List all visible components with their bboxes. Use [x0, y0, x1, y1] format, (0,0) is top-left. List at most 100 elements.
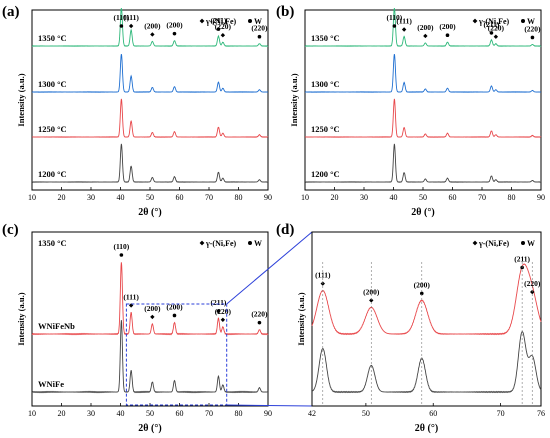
peak-label-c-2: (200) [144, 304, 161, 313]
peak-marker-w-c-4 [216, 309, 221, 313]
series-label-c-1: WNiFe [38, 379, 64, 389]
plot-frame-b [304, 9, 542, 191]
legend-marker-w-c [248, 241, 252, 245]
zoom-region-box [125, 303, 228, 406]
x-tick-label-c-8: 90 [264, 409, 272, 418]
legend-marker-w-d [521, 241, 525, 245]
peak-label-a-4: (211) [211, 16, 227, 25]
peak-label-b-0: (110) [386, 13, 402, 22]
series-line-b-0 [304, 8, 542, 47]
peak-label-c-3: (200) [166, 302, 183, 311]
series-line-b-2 [304, 98, 542, 138]
y-axis-label-b: Intensity (a.u.) [289, 73, 299, 126]
legend-label-w-b: W [527, 17, 535, 26]
x-tick-label-d-4: 76 [537, 409, 545, 418]
peak-label-a-5: (220) [215, 22, 232, 31]
peak-marker-w-b-0 [392, 24, 397, 28]
series-label-a-0: 1350 °C [38, 33, 67, 43]
x-tick-label-b-6: 70 [478, 193, 486, 202]
peak-label-b-5: (220) [488, 24, 505, 33]
plot-frame-d [311, 231, 542, 407]
peak-label-d-3: (211) [514, 255, 530, 264]
x-tick-label-b-1: 20 [331, 193, 339, 202]
legend-marker-gamma-b [472, 18, 478, 24]
y-axis-label-a: Intensity (a.u.) [16, 73, 26, 126]
peak-label-a-3: (200) [166, 21, 183, 30]
peak-marker-gamma-a-2 [150, 32, 155, 37]
legend-label-gamma-a: γ-(Ni,Fe) [205, 17, 237, 26]
zoom-connector-bottom [226, 404, 313, 407]
panel-label-a: (a) [2, 4, 20, 20]
peak-marker-w-b-4 [489, 31, 494, 35]
plot-frame-a [31, 9, 269, 191]
peak-marker-gamma-b-2 [423, 33, 428, 39]
peak-marker-gamma-b-5 [493, 34, 499, 39]
y-axis-label-d: Intensity (a.u.) [296, 292, 306, 345]
peak-label-b-3: (200) [439, 22, 456, 31]
series-label-c-0: WNiFeNb [38, 321, 75, 331]
legend-label-w-d: W [527, 239, 535, 248]
peak-label-c-1: (111) [123, 292, 139, 301]
x-tick-label-d-3: 70 [497, 409, 505, 418]
peak-label-a-2: (200) [144, 21, 161, 30]
x-axis-label-c: 2θ (°) [138, 423, 161, 434]
series-label-a-3: 1200 °C [38, 169, 67, 179]
x-tick-label-b-7: 80 [508, 193, 516, 202]
x-tick-label-b-2: 30 [360, 193, 368, 202]
series-label-b-3: 1200 °C [311, 169, 340, 179]
panel-label-b: (b) [276, 4, 294, 20]
x-tick-label-a-5: 60 [176, 193, 184, 202]
x-axis-label-b: 2θ (°) [411, 207, 434, 218]
x-tick-label-a-1: 20 [58, 193, 66, 202]
x-tick-label-a-8: 90 [264, 193, 272, 202]
x-tick-label-d-0: 42 [308, 409, 316, 418]
x-tick-label-a-0: 10 [28, 193, 36, 202]
series-line-b-1 [304, 53, 542, 93]
x-tick-label-b-5: 60 [449, 193, 457, 202]
x-tick-label-c-7: 80 [235, 409, 243, 418]
peak-label-b-6: (220) [524, 24, 541, 33]
peak-label-c-4: (211) [211, 298, 227, 307]
peak-marker-w-c-6 [257, 320, 262, 325]
zoom-connector-top [226, 231, 313, 305]
x-tick-label-b-8: 90 [537, 193, 545, 202]
legend-label-w-c: W [254, 239, 262, 248]
series-line-d-0 [311, 263, 542, 336]
series-line-b-3 [304, 143, 542, 183]
series-label-b-2: 1250 °C [311, 124, 340, 134]
legend-marker-gamma-d [472, 240, 478, 246]
series-label-b-1: 1300 °C [311, 79, 340, 89]
x-tick-label-d-1: 50 [362, 409, 370, 418]
peak-marker-w-c-0 [119, 253, 124, 257]
x-tick-label-b-4: 50 [419, 193, 427, 202]
series-line-c-0 [31, 262, 269, 336]
series-line-d-1 [311, 330, 542, 394]
x-tick-label-d-2: 60 [429, 409, 437, 418]
peak-label-a-1: (111) [123, 13, 139, 22]
x-tick-label-b-0: 10 [301, 193, 309, 202]
peak-label-b-2: (200) [417, 23, 434, 32]
plot-frame-c [31, 231, 269, 407]
legend-marker-gamma-c [199, 240, 205, 246]
peak-marker-w-d-2 [419, 291, 424, 296]
series-line-c-1 [31, 320, 269, 394]
legend-marker-gamma-a [199, 18, 205, 24]
peak-marker-w-a-0 [119, 24, 124, 28]
x-axis-label-a: 2θ (°) [138, 207, 161, 218]
peak-label-c-5: (220) [215, 307, 232, 316]
x-tick-label-c-6: 70 [205, 409, 213, 418]
legend-label-gamma-c: γ-(Ni,Fe) [205, 239, 237, 248]
x-tick-label-b-3: 40 [390, 193, 398, 202]
peak-label-a-0: (110) [113, 13, 129, 22]
peak-label-c-6: (220) [251, 310, 268, 319]
panel-label-d: (d) [276, 222, 294, 238]
x-tick-label-c-3: 40 [117, 409, 125, 418]
x-tick-label-c-2: 30 [87, 409, 95, 418]
peak-marker-w-b-3 [445, 33, 450, 37]
peak-marker-w-b-6 [530, 35, 535, 40]
series-line-a-0 [31, 8, 269, 47]
peak-label-b-4: (211) [484, 20, 500, 29]
peak-marker-gamma-c-2 [150, 314, 155, 320]
x-tick-label-c-5: 60 [176, 409, 184, 418]
x-tick-label-c-1: 20 [58, 409, 66, 418]
